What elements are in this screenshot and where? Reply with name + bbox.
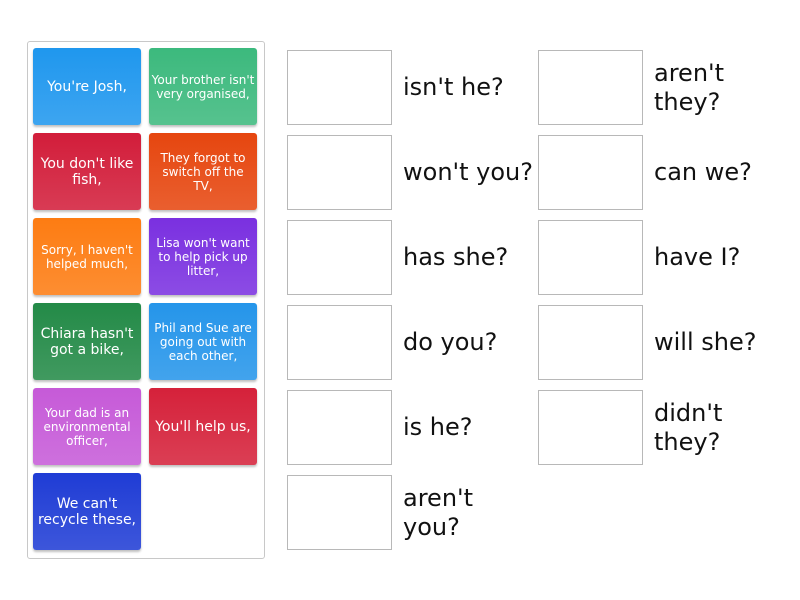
draggable-tile[interactable]: You'll help us, <box>149 388 257 465</box>
answer-label: can we? <box>654 158 752 186</box>
drop-slot[interactable] <box>538 305 643 380</box>
answer-label: aren't you? <box>403 483 474 541</box>
draggable-tile[interactable]: Phil and Sue are going out with each oth… <box>149 303 257 380</box>
drop-slot[interactable] <box>287 475 392 550</box>
answer-label: have I? <box>654 243 741 271</box>
answer-label: will she? <box>654 328 757 356</box>
answer-label: didn't they? <box>654 398 723 456</box>
drop-slot[interactable] <box>287 50 392 125</box>
tiles-panel: You're Josh, Your brother isn't very orga… <box>27 41 265 559</box>
drop-slot[interactable] <box>287 220 392 295</box>
drop-slot[interactable] <box>538 390 643 465</box>
draggable-tile[interactable]: Lisa won't want to help pick up litter, <box>149 218 257 295</box>
drop-slot[interactable] <box>538 50 643 125</box>
drop-slot[interactable] <box>287 305 392 380</box>
draggable-tile[interactable]: They forgot to switch off the TV, <box>149 133 257 210</box>
answer-label: do you? <box>403 328 498 356</box>
draggable-tile[interactable]: Sorry, I haven't helped much, <box>33 218 141 295</box>
draggable-tile[interactable]: We can't recycle these, <box>33 473 141 550</box>
answer-label: isn't he? <box>403 73 504 101</box>
drop-slot[interactable] <box>287 135 392 210</box>
drop-slot[interactable] <box>538 220 643 295</box>
draggable-tile[interactable]: Your dad is an environmental officer, <box>33 388 141 465</box>
answer-label: has she? <box>403 243 509 271</box>
answer-label: aren't they? <box>654 58 725 116</box>
drop-slot[interactable] <box>287 390 392 465</box>
draggable-tile[interactable]: Your brother isn't very organised, <box>149 48 257 125</box>
drop-slot[interactable] <box>538 135 643 210</box>
draggable-tile[interactable]: You don't like fish, <box>33 133 141 210</box>
answer-label: won't you? <box>403 158 533 186</box>
draggable-tile[interactable]: You're Josh, <box>33 48 141 125</box>
answer-label: is he? <box>403 413 473 441</box>
draggable-tile[interactable]: Chiara hasn't got a bike, <box>33 303 141 380</box>
